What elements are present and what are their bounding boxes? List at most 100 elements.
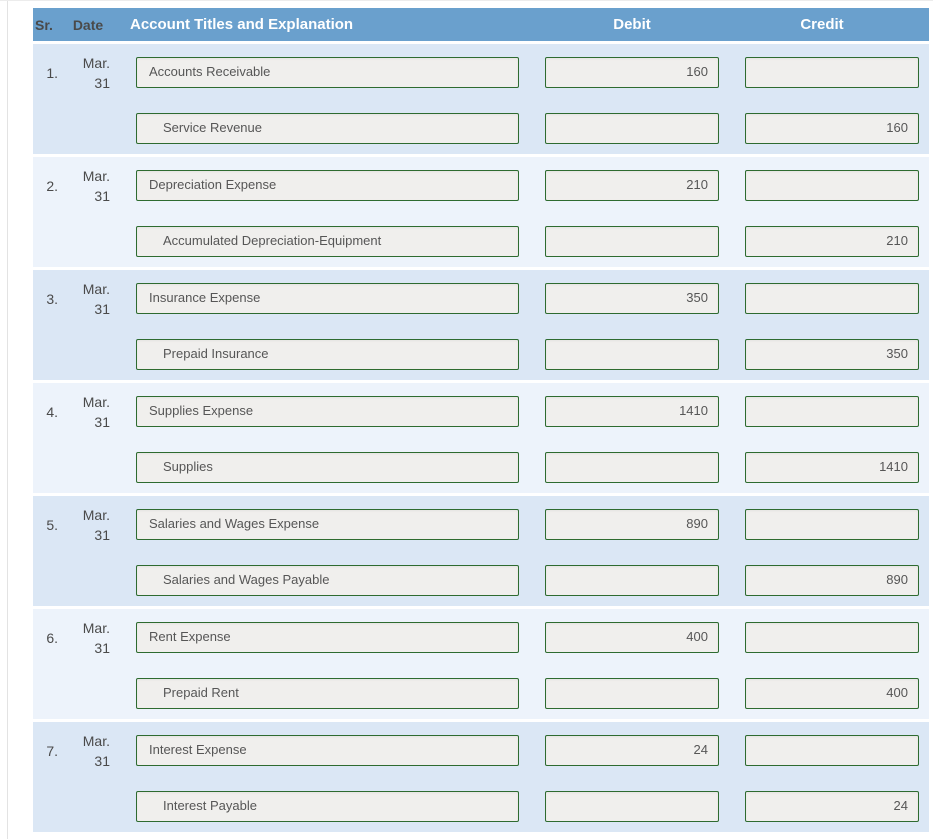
- journal-table-body: 1. Mar. 31 Accounts Receivable 160 Servi…: [33, 44, 929, 832]
- credit-line: Prepaid Insurance 350: [33, 339, 929, 370]
- header-debit: Debit: [613, 16, 651, 33]
- debit-amount-input-empty[interactable]: [545, 565, 719, 596]
- entry-date-month: Mar.: [82, 506, 110, 523]
- entry-date-day: 31: [94, 752, 110, 769]
- entry-number: 6.: [46, 629, 58, 646]
- debit-line: 3. Mar. 31 Insurance Expense 350: [33, 281, 929, 317]
- entry-date-day: 31: [94, 187, 110, 204]
- journal-entry-row: 2. Mar. 31 Depreciation Expense 210 Accu…: [33, 157, 929, 267]
- credit-account-input[interactable]: Supplies: [136, 452, 519, 483]
- credit-line: Interest Payable 24: [33, 791, 929, 822]
- credit-line: Prepaid Rent 400: [33, 678, 929, 709]
- debit-account-input[interactable]: Supplies Expense: [136, 396, 519, 427]
- entry-date-month: Mar.: [82, 280, 110, 297]
- entry-date-day: 31: [94, 526, 110, 543]
- panel-left-edge: [7, 0, 8, 839]
- credit-account-input[interactable]: Accumulated Depreciation-Equipment: [136, 226, 519, 257]
- header-credit: Credit: [800, 16, 844, 33]
- debit-amount-input[interactable]: 1410: [545, 396, 719, 427]
- header-sr: Sr.: [35, 16, 53, 33]
- entry-number: 7.: [46, 742, 58, 759]
- debit-amount-input[interactable]: 350: [545, 283, 719, 314]
- entry-date: Mar. 31: [58, 392, 112, 432]
- credit-amount-input[interactable]: 24: [745, 791, 919, 822]
- credit-amount-input-empty[interactable]: [745, 735, 919, 766]
- header-account-titles: Account Titles and Explanation: [130, 16, 354, 33]
- entry-number: 3.: [46, 290, 58, 307]
- entry-date-month: Mar.: [82, 619, 110, 636]
- debit-account-input[interactable]: Salaries and Wages Expense: [136, 509, 519, 540]
- journal-entry-row: 7. Mar. 31 Interest Expense 24 Interest …: [33, 722, 929, 832]
- journal-entries-panel: Sr. Date Account Titles and Explanation …: [33, 8, 929, 835]
- debit-amount-input[interactable]: 400: [545, 622, 719, 653]
- entry-date-day: 31: [94, 74, 110, 91]
- credit-amount-input-empty[interactable]: [745, 396, 919, 427]
- debit-amount-input-empty[interactable]: [545, 339, 719, 370]
- credit-amount-input-empty[interactable]: [745, 283, 919, 314]
- credit-account-input[interactable]: Salaries and Wages Payable: [136, 565, 519, 596]
- credit-account-input[interactable]: Prepaid Insurance: [136, 339, 519, 370]
- debit-amount-input[interactable]: 210: [545, 170, 719, 201]
- entry-date-month: Mar.: [82, 167, 110, 184]
- debit-line: 7. Mar. 31 Interest Expense 24: [33, 733, 929, 769]
- entry-date: Mar. 31: [58, 731, 112, 771]
- header-date: Date: [72, 16, 104, 33]
- entry-number: 4.: [46, 403, 58, 420]
- credit-amount-input[interactable]: 210: [745, 226, 919, 257]
- credit-amount-input[interactable]: 160: [745, 113, 919, 144]
- debit-account-input[interactable]: Rent Expense: [136, 622, 519, 653]
- debit-account-input[interactable]: Accounts Receivable: [136, 57, 519, 88]
- entry-number: 1.: [46, 64, 58, 81]
- credit-account-input[interactable]: Service Revenue: [136, 113, 519, 144]
- entry-date-day: 31: [94, 300, 110, 317]
- entry-date-day: 31: [94, 413, 110, 430]
- entry-date: Mar. 31: [58, 505, 112, 545]
- credit-amount-input[interactable]: 890: [745, 565, 919, 596]
- journal-entry-row: 5. Mar. 31 Salaries and Wages Expense 89…: [33, 496, 929, 606]
- credit-amount-input-empty[interactable]: [745, 170, 919, 201]
- debit-amount-input[interactable]: 890: [545, 509, 719, 540]
- entry-date: Mar. 31: [58, 279, 112, 319]
- credit-line: Salaries and Wages Payable 890: [33, 565, 929, 596]
- entry-date-month: Mar.: [82, 54, 110, 71]
- journal-entry-row: 4. Mar. 31 Supplies Expense 1410 Supplie…: [33, 383, 929, 493]
- debit-account-input[interactable]: Depreciation Expense: [136, 170, 519, 201]
- debit-amount-input[interactable]: 24: [545, 735, 719, 766]
- debit-line: 5. Mar. 31 Salaries and Wages Expense 89…: [33, 507, 929, 543]
- credit-line: Service Revenue 160: [33, 113, 929, 144]
- journal-entry-row: 6. Mar. 31 Rent Expense 400 Prepaid Rent…: [33, 609, 929, 719]
- credit-amount-input-empty[interactable]: [745, 509, 919, 540]
- entry-number: 5.: [46, 516, 58, 533]
- debit-amount-input-empty[interactable]: [545, 791, 719, 822]
- debit-account-input[interactable]: Insurance Expense: [136, 283, 519, 314]
- debit-line: 2. Mar. 31 Depreciation Expense 210: [33, 168, 929, 204]
- entry-date-day: 31: [94, 639, 110, 656]
- credit-line: Accumulated Depreciation-Equipment 210: [33, 226, 929, 257]
- debit-line: 6. Mar. 31 Rent Expense 400: [33, 620, 929, 656]
- credit-amount-input[interactable]: 1410: [745, 452, 919, 483]
- credit-account-input[interactable]: Prepaid Rent: [136, 678, 519, 709]
- credit-amount-input-empty[interactable]: [745, 57, 919, 88]
- entry-date: Mar. 31: [58, 53, 112, 93]
- debit-amount-input-empty[interactable]: [545, 113, 719, 144]
- debit-amount-input-empty[interactable]: [545, 226, 719, 257]
- debit-amount-input-empty[interactable]: [545, 678, 719, 709]
- entry-date: Mar. 31: [58, 166, 112, 206]
- debit-amount-input-empty[interactable]: [545, 452, 719, 483]
- credit-amount-input-empty[interactable]: [745, 622, 919, 653]
- debit-amount-input[interactable]: 160: [545, 57, 719, 88]
- debit-line: 4. Mar. 31 Supplies Expense 1410: [33, 394, 929, 430]
- debit-account-input[interactable]: Interest Expense: [136, 735, 519, 766]
- journal-entry-row: 1. Mar. 31 Accounts Receivable 160 Servi…: [33, 44, 929, 154]
- credit-line: Supplies 1410: [33, 452, 929, 483]
- credit-account-input[interactable]: Interest Payable: [136, 791, 519, 822]
- debit-line: 1. Mar. 31 Accounts Receivable 160: [33, 55, 929, 91]
- entry-date-month: Mar.: [82, 732, 110, 749]
- credit-amount-input[interactable]: 400: [745, 678, 919, 709]
- entry-number: 2.: [46, 177, 58, 194]
- journal-table-header: Sr. Date Account Titles and Explanation …: [33, 8, 929, 41]
- entry-date-month: Mar.: [82, 393, 110, 410]
- journal-entry-row: 3. Mar. 31 Insurance Expense 350 Prepaid…: [33, 270, 929, 380]
- entry-date: Mar. 31: [58, 618, 112, 658]
- credit-amount-input[interactable]: 350: [745, 339, 919, 370]
